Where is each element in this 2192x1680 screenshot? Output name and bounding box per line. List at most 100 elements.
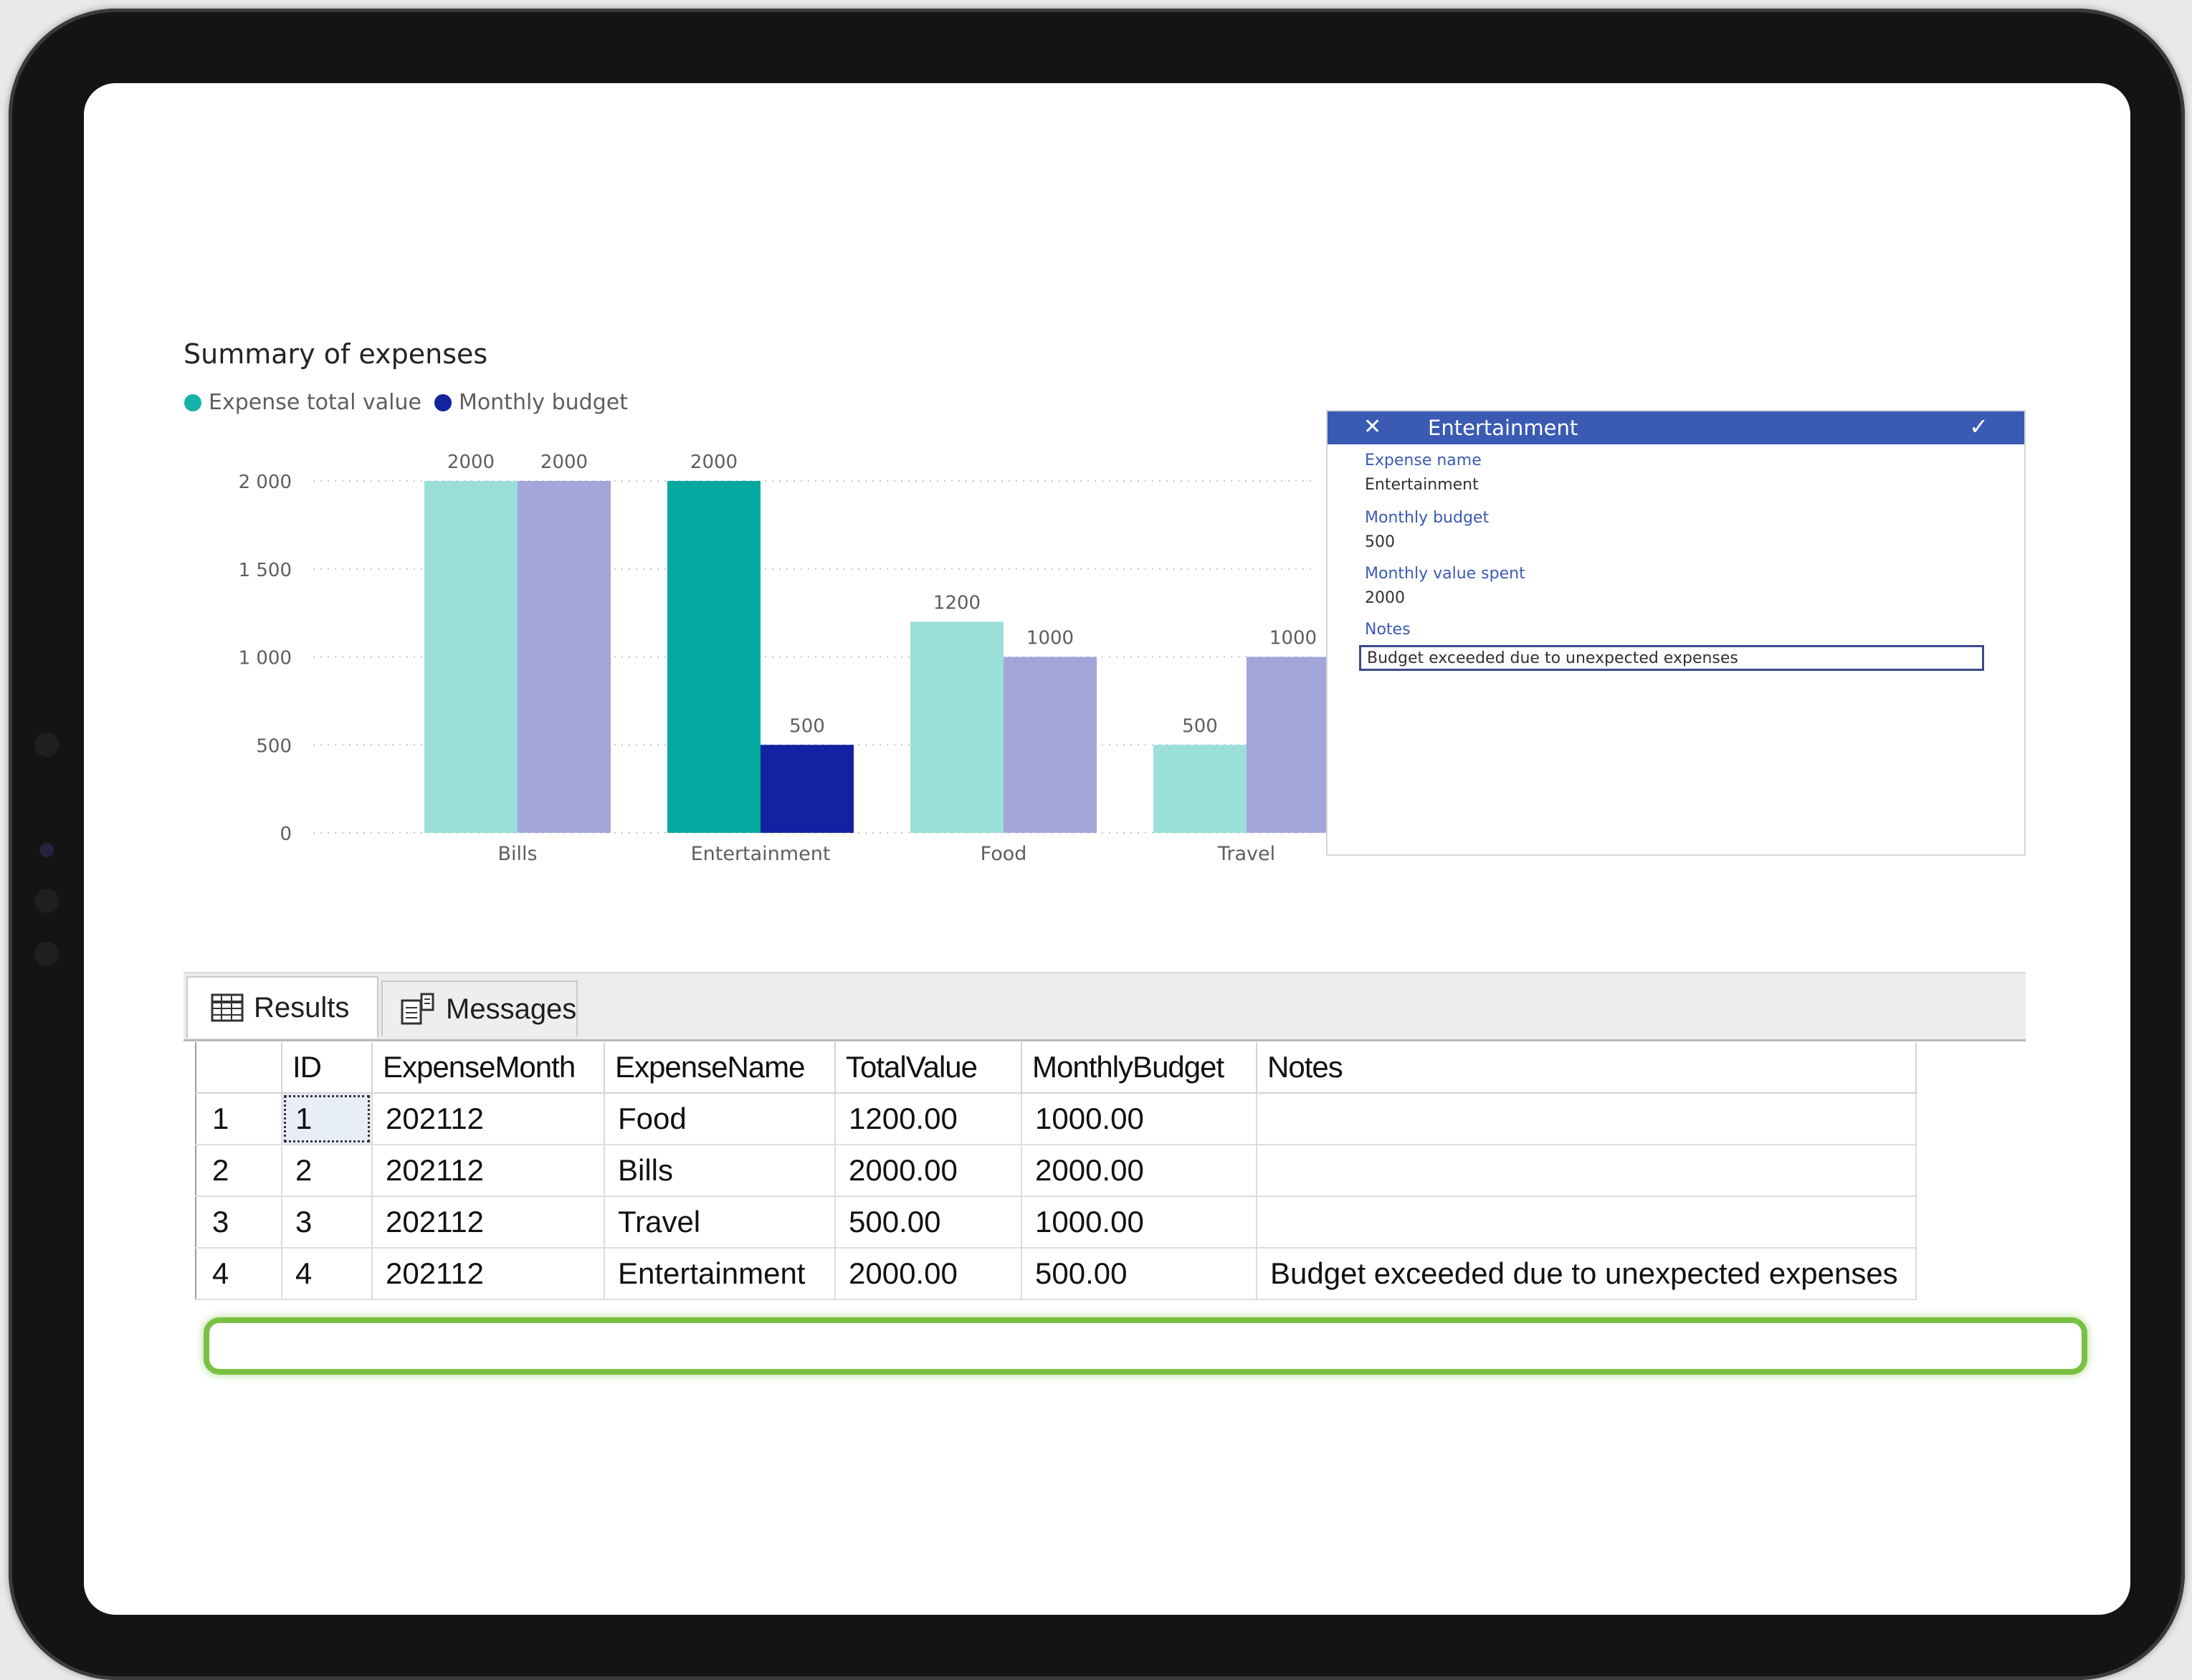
column-header-expensemonth[interactable]: ExpenseMonth [372, 1042, 605, 1094]
field-value-monthly-value-spent[interactable]: 2000 [1365, 589, 1405, 607]
cell-monthlybudget[interactable]: 2000.00 [1021, 1145, 1257, 1197]
expense-form-card: ✕ Entertainment ✓ Expense name Entertain… [1326, 410, 2026, 856]
side-sensor [34, 889, 59, 913]
column-header-rownum [196, 1042, 282, 1094]
form-header: ✕ Entertainment ✓ [1328, 411, 2024, 444]
chart-legend: Expense total value Monthly budget [184, 390, 641, 415]
column-header-expensename[interactable]: ExpenseName [604, 1042, 836, 1094]
column-header-id[interactable]: ID [282, 1042, 373, 1094]
query-results-panel: Results Messages ID ExpenseMonth Expense… [184, 972, 2026, 1337]
data-label: 1000 [1269, 628, 1317, 649]
table-row[interactable]: 4 4 202112 Entertainment 2000.00 500.00 … [196, 1248, 1917, 1300]
data-label: 500 [1182, 715, 1218, 737]
data-label: 2000 [447, 452, 495, 473]
chart-bar[interactable] [1153, 745, 1247, 833]
x-tick-label: Travel [1217, 843, 1275, 865]
bar-chart: 0 500 1 000 1 500 2 000 2000 2000 Bills 2000 500 E… [239, 452, 1340, 865]
cell-totalvalue[interactable]: 500.00 [835, 1196, 1022, 1249]
cell-monthlybudget[interactable]: 1000.00 [1021, 1196, 1257, 1249]
screen: Summary of expenses Expense total value … [84, 83, 2130, 1615]
chart-bar[interactable] [761, 745, 854, 833]
cell-id[interactable]: 1 [282, 1093, 373, 1145]
chart-bar[interactable] [667, 481, 761, 833]
chart-bar[interactable] [1004, 657, 1097, 834]
cell-expensemonth[interactable]: 202112 [372, 1248, 605, 1300]
field-value-expense-name[interactable]: Entertainment [1365, 476, 1479, 494]
chart-title: Summary of expenses [184, 338, 488, 370]
results-grid: ID ExpenseMonth ExpenseName TotalValue M… [195, 1042, 1917, 1300]
cell-expensename[interactable]: Travel [604, 1196, 836, 1249]
cell-id[interactable]: 4 [282, 1248, 373, 1300]
legend-item-total[interactable]: Expense total value [184, 390, 421, 415]
cell-notes[interactable]: Budget exceeded due to unexpected expens… [1257, 1248, 1917, 1300]
cell-notes[interactable] [1257, 1145, 1917, 1197]
field-value-monthly-budget[interactable]: 500 [1365, 533, 1395, 551]
cell-monthlybudget[interactable]: 1000.00 [1021, 1093, 1257, 1145]
field-label-monthly-value-spent: Monthly value spent [1365, 565, 1525, 583]
row-number[interactable]: 2 [196, 1145, 282, 1197]
cell-notes[interactable] [1257, 1093, 1917, 1145]
cell-totalvalue[interactable]: 1200.00 [835, 1093, 1022, 1145]
grid-icon [211, 993, 244, 1022]
cell-expensemonth[interactable]: 202112 [372, 1093, 605, 1145]
data-label: 1200 [933, 592, 981, 614]
field-label-monthly-budget: Monthly budget [1365, 509, 1490, 527]
x-tick-label: Food [981, 843, 1027, 865]
messages-icon [400, 992, 436, 1026]
column-header-monthlybudget[interactable]: MonthlyBudget [1021, 1042, 1257, 1094]
data-label: 1000 [1026, 628, 1074, 649]
tab-messages[interactable]: Messages [381, 980, 578, 1036]
cell-expensename[interactable]: Bills [604, 1145, 836, 1197]
tab-results-label: Results [254, 991, 350, 1023]
close-icon[interactable]: ✕ [1363, 414, 1382, 439]
row-number[interactable]: 4 [196, 1248, 282, 1300]
highlighted-row-outline [204, 1317, 2087, 1375]
legend-item-budget[interactable]: Monthly budget [434, 390, 628, 415]
form-title: Entertainment [1428, 416, 1578, 440]
legend-label: Expense total value [209, 390, 421, 415]
column-header-totalvalue[interactable]: TotalValue [835, 1042, 1022, 1094]
chart-bar[interactable] [910, 621, 1004, 833]
data-label: 500 [789, 715, 825, 737]
field-label-expense-name: Expense name [1365, 452, 1482, 469]
x-tick-label: Bills [497, 843, 537, 865]
chart-bar[interactable] [1247, 657, 1340, 834]
legend-dot-icon [434, 393, 452, 411]
row-number[interactable]: 1 [196, 1093, 282, 1145]
tablet-frame: Summary of expenses Expense total value … [9, 9, 2185, 1680]
y-tick-label: 1 000 [239, 648, 292, 669]
cell-monthlybudget[interactable]: 500.00 [1021, 1248, 1257, 1300]
cell-totalvalue[interactable]: 2000.00 [835, 1145, 1022, 1197]
y-tick-label: 2 000 [239, 472, 292, 493]
legend-label: Monthly budget [458, 390, 628, 415]
cell-id[interactable]: 2 [282, 1145, 373, 1197]
results-tabstrip: Results Messages [184, 972, 2026, 1041]
cell-totalvalue[interactable]: 2000.00 [835, 1248, 1022, 1300]
side-sensor [34, 942, 59, 966]
cell-id[interactable]: 3 [282, 1196, 373, 1249]
notes-input[interactable] [1359, 645, 1984, 671]
table-row[interactable]: 2 2 202112 Bills 2000.00 2000.00 [196, 1145, 1917, 1197]
chart-bar[interactable] [518, 481, 611, 833]
y-tick-label: 0 [280, 824, 292, 845]
cell-expensename[interactable]: Entertainment [604, 1248, 836, 1300]
y-tick-label: 500 [256, 735, 292, 757]
cell-expensemonth[interactable]: 202112 [372, 1145, 605, 1197]
field-label-notes: Notes [1365, 621, 1411, 639]
row-number[interactable]: 3 [196, 1196, 282, 1249]
camera-icon [39, 843, 54, 857]
cell-notes[interactable] [1257, 1196, 1917, 1249]
tab-messages-label: Messages [446, 993, 577, 1025]
tab-results[interactable]: Results [186, 976, 378, 1038]
column-header-notes[interactable]: Notes [1257, 1042, 1917, 1094]
chart-bar[interactable] [424, 481, 518, 833]
checkmark-icon[interactable]: ✓ [1969, 413, 1988, 440]
table-row[interactable]: 1 1 202112 Food 1200.00 1000.00 [196, 1093, 1917, 1145]
cell-expensename[interactable]: Food [604, 1093, 836, 1145]
cell-expensemonth[interactable]: 202112 [372, 1196, 605, 1249]
table-row[interactable]: 3 3 202112 Travel 500.00 1000.00 [196, 1196, 1917, 1249]
side-sensor [34, 732, 59, 757]
grid-header-row: ID ExpenseMonth ExpenseName TotalValue M… [196, 1042, 1917, 1094]
data-label: 2000 [540, 452, 588, 473]
y-tick-label: 1 500 [239, 560, 292, 581]
